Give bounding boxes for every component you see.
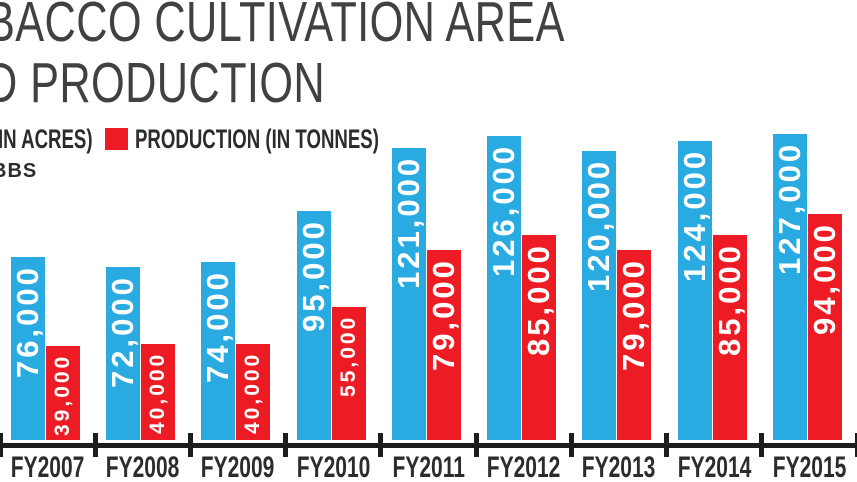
production-bar: 79,000: [425, 250, 461, 440]
x-axis-tick: [854, 433, 857, 457]
bar-value-label: 72,000: [105, 275, 141, 388]
bar-value-label: 121,000: [390, 156, 426, 290]
bar-value-label: 55,000: [336, 315, 360, 398]
x-axis-label: FY2007: [0, 451, 95, 482]
production-bar: 79,000: [616, 250, 652, 440]
legend-label-area: IN ACRES): [0, 124, 93, 154]
bar-value-label: 74,000: [200, 270, 236, 383]
x-axis-label: FY2012: [476, 451, 571, 482]
x-axis-label-text: FY2015: [772, 451, 847, 482]
production-bar: 40,000: [236, 344, 271, 440]
production-bar: 55,000: [331, 307, 366, 440]
production-bar: 85,000: [521, 235, 557, 440]
bar-value-label: 95,000: [295, 219, 331, 332]
bar-value-label: 79,000: [425, 258, 461, 371]
x-axis-label-text: FY2013: [582, 451, 656, 482]
x-axis-tick: [473, 433, 479, 457]
bar-value-label: 127,000: [771, 142, 807, 276]
x-axis-tick: [664, 433, 670, 457]
legend-swatch-production: [105, 128, 128, 150]
x-axis-label-text: FY2008: [106, 451, 180, 482]
area-bar: 95,000: [295, 211, 331, 440]
chart-title-line2: D PRODUCTION: [0, 51, 326, 115]
bar-value-label: 126,000: [486, 144, 522, 278]
area-bar: 124,000: [676, 141, 712, 440]
x-axis-label-text: FY2012: [486, 451, 561, 482]
bar-value-label: 85,000: [521, 243, 557, 356]
legend-label-production: PRODUCTION (IN TONNES): [135, 124, 379, 154]
x-axis-label-text: FY2010: [296, 451, 371, 482]
x-axis-label: FY2009: [190, 451, 285, 482]
x-axis-tick: [283, 433, 289, 457]
area-bar: 76,000: [10, 257, 45, 440]
x-axis-tick: [92, 433, 98, 457]
area-bar: 120,000: [581, 151, 617, 440]
x-axis-label: FY2008: [95, 451, 190, 482]
bar-value-label: 124,000: [676, 149, 712, 283]
source-label: BBS: [0, 160, 38, 182]
x-axis-label: FY2014: [667, 451, 762, 482]
x-axis-label-text: FY2007: [10, 451, 85, 482]
chart-title: BACCO CULTIVATION AREA D PRODUCTION: [0, 0, 565, 114]
x-axis-tick: [568, 433, 574, 457]
bar-value-label: 40,000: [146, 352, 170, 435]
x-axis-label-text: FY2014: [677, 451, 751, 482]
bar-value-label: 40,000: [241, 352, 265, 435]
area-bar: 74,000: [200, 262, 236, 440]
x-axis-label: FY2010: [286, 451, 381, 482]
x-axis-label-text: FY2009: [201, 451, 275, 482]
x-axis-tick: [187, 433, 193, 457]
chart-title-line1: BACCO CULTIVATION AREA: [0, 0, 565, 54]
area-bar: 127,000: [771, 134, 807, 440]
x-axis-label-text: FY2011: [392, 451, 465, 482]
area-bar: 72,000: [105, 267, 141, 440]
production-bar: 39,000: [46, 346, 80, 440]
x-axis-tick: [0, 433, 3, 457]
x-axis-label: FY2011: [381, 451, 476, 482]
area-bar: 126,000: [486, 136, 522, 440]
area-bar: 121,000: [390, 148, 426, 440]
bar-value-label: 76,000: [10, 265, 45, 378]
bar-value-label: 85,000: [711, 243, 747, 356]
bar-value-label: 39,000: [51, 354, 74, 437]
x-axis-tick: [759, 433, 765, 457]
x-axis-tick: [378, 433, 384, 457]
bar-value-label: 79,000: [616, 258, 652, 371]
production-bar: 94,000: [806, 214, 842, 440]
bar-value-label: 120,000: [581, 159, 617, 293]
x-axis-line: [0, 443, 857, 448]
x-axis-label: FY2015: [762, 451, 857, 482]
production-bar: 85,000: [711, 235, 747, 440]
bar-value-label: 94,000: [806, 222, 842, 335]
production-bar: 40,000: [141, 344, 176, 440]
x-axis-label: FY2013: [571, 451, 666, 482]
